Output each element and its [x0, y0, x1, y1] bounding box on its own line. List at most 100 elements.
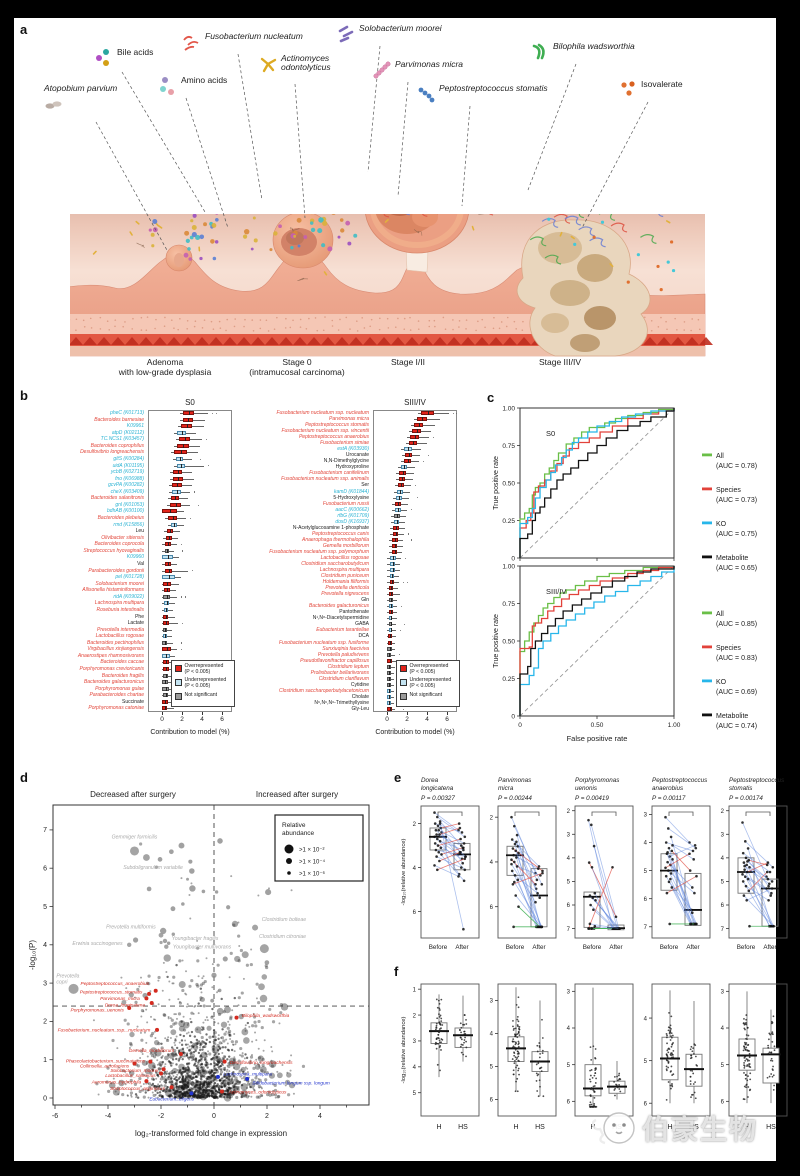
organism-name: Parvimonas micra [395, 59, 464, 69]
row-label: Clostridium leptum [327, 663, 369, 670]
d-gray-label: Erwinia succinogenes [72, 941, 123, 947]
row-label: Holdemania filiformis [322, 579, 369, 586]
d-x-tick: 2 [265, 1113, 269, 1120]
d-x-tick: 0 [212, 1113, 216, 1120]
b-row: Bacteroides barnesiae [40, 417, 240, 424]
c-legend-name: Metabolite [716, 555, 748, 562]
row-label: uidA (K01195) [112, 462, 144, 469]
b-row: DCA [240, 633, 470, 639]
b-row: Clostridium saccharoperbutylacetonicum [240, 688, 470, 694]
d-header-decreased: Decreased after surgery [90, 790, 176, 799]
e-x-cat-after: After [763, 944, 776, 951]
b-row: ridA (K09022) [40, 594, 240, 601]
f-y-tick: 3 [413, 1039, 417, 1045]
c-y-tick: 1.00 [502, 563, 515, 570]
row-label: Peptostreptococcus anaerobius [298, 434, 369, 441]
b-row: Peptostreptococcus anaerobius [240, 434, 470, 440]
c-y-tick: 1.00 [502, 405, 515, 412]
b-row: Eubacterium tarantellae [240, 627, 470, 633]
b-row: gcvPA (K00282) [40, 482, 240, 489]
row-label: Porphyromonas crevioricanis [79, 666, 144, 673]
e-y-tick: 6 [644, 897, 648, 903]
e-x-cat-after: After [686, 944, 699, 951]
row-label: Streptococcus hyovaginalis [83, 547, 144, 554]
legend-swatch [175, 664, 182, 672]
d-red-label: Collinsella_aerofaciens [80, 1064, 130, 1070]
d-legend-title: Relative [282, 822, 306, 829]
e-y-tick: 4 [413, 866, 417, 872]
e-y-tick: 2 [413, 822, 417, 828]
b-row: Phe [40, 614, 240, 621]
b-row: Bacteroides salanitronis [40, 495, 240, 502]
d-red-label: Phascolactobacterium_succinatutens [66, 1058, 146, 1064]
b-row: Val [40, 561, 240, 568]
b-subplot-title: S0 [185, 398, 195, 407]
d-gray-label: Clostridium bolteae [262, 917, 307, 923]
b-x-tick: 2 [405, 716, 409, 723]
row-label: Fusobacterium simiae [320, 440, 369, 447]
e-pvalue: P = 0.00174 [729, 795, 763, 802]
c-x-tick: 1.00 [668, 722, 681, 729]
d-y-tick: 4 [43, 942, 47, 949]
c-legend-name: Species [716, 487, 741, 494]
f-y-tick: 3 [567, 990, 571, 996]
b-row: Bacteroides galacturonicus [240, 603, 470, 609]
e-title: longicatena [421, 785, 454, 792]
actinomyces-icon [260, 57, 277, 73]
d-gray-label: Prevotella [56, 973, 79, 979]
e-title: Peptostreptococcus [729, 777, 785, 784]
f-x-cat-h: H [744, 1124, 749, 1131]
panel-a-illustration [70, 45, 713, 357]
b-row: Prevotella paludivivens [240, 652, 470, 658]
e-x-cat-before: Before [737, 944, 756, 951]
b-row: Streptococcus hyovaginalis [40, 548, 240, 555]
d-y-tick: 6 [43, 866, 47, 873]
row-label: Fusobacterium nucleatum ssp. polymorphum [269, 548, 369, 555]
e-y-tick: 3 [567, 832, 571, 838]
b-row: Clostridium puniceum [240, 573, 470, 579]
stage-label: Stage 0 (intramucosal carcinoma) [249, 357, 345, 378]
organism-label: Parvimonas micra [372, 59, 464, 80]
roc-curve-ko [519, 408, 675, 558]
d-gray-label: Youngibacter multivorans [173, 945, 232, 951]
panel-letter-a: a [20, 22, 28, 37]
legend-swatch [400, 693, 407, 701]
row-label: gnl (K01053) [115, 501, 144, 508]
row-label: Leu [135, 528, 144, 535]
row-label: Bacteroides pectinophilus [87, 639, 144, 646]
b-row: Fusobacterium nucleatum ssp. vincentii [240, 428, 470, 434]
b-row: Desulfovibrio longreachensis [40, 449, 240, 456]
b-row: Fusobacterium nucleatum ssp. nucleatum [240, 410, 470, 416]
row-label: Peptostreptococcus canis [312, 530, 369, 537]
b-x-tick: 6 [220, 716, 224, 723]
b-row: Fusobacterium canifelinum [240, 470, 470, 476]
b-row: Cholate [240, 694, 470, 700]
d-x-axis-label: log₂-transformed fold change in expressi… [135, 1129, 287, 1138]
e-y-tick: 3 [644, 813, 648, 819]
c-y-tick: 0.75 [502, 443, 515, 450]
d-red-label: Desulfovibrio_longreachensis [230, 1060, 293, 1066]
organism-label: Amino acids [158, 75, 227, 96]
d-red-label: Parvimonas_micra [100, 996, 140, 1002]
organism-label: Bilophila wadsworthia [530, 41, 635, 62]
row-label: atpD (K02112) [111, 429, 144, 436]
row-label: Bacteroides galacturonicus [308, 603, 369, 610]
organism-label: Solobacterium moorei [336, 23, 442, 44]
f-y-tick: 3 [490, 999, 494, 1005]
b-row: pheC (K01713) [40, 410, 240, 417]
f-y-tick: 6 [644, 1101, 648, 1107]
row-label: DCA [358, 633, 369, 640]
row-label: Solobacterium moorei [95, 580, 144, 587]
b-row: bdhAB (K00100) [40, 508, 240, 515]
b-row: Pantothenate [240, 609, 470, 615]
panel-letter-b: b [20, 388, 28, 403]
b-row: Gln [240, 597, 470, 603]
b-row: N-Acetylglucosamine 1-phosphate [240, 525, 470, 531]
e-title: uenonis [575, 785, 598, 792]
e-y-tick: 5 [644, 869, 648, 875]
c-plot-title: SIII/IV [546, 587, 566, 596]
b-row: Parvimonas micra [240, 416, 470, 422]
f-y-tick: 4 [567, 1026, 571, 1032]
